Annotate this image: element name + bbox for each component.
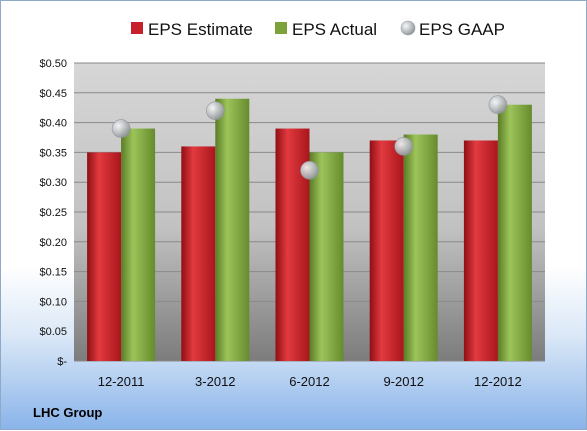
gaap-marker	[488, 95, 508, 115]
gaap-marker	[394, 137, 414, 156]
legend-swatch-eps-estimate	[131, 22, 143, 34]
legend-swatch-eps-actual	[275, 22, 287, 34]
bar-eps-estimate	[87, 152, 122, 361]
y-tick-label: $0.10	[39, 296, 67, 308]
bar-eps-estimate	[463, 140, 498, 361]
bar-eps-estimate	[369, 140, 404, 361]
x-category-label: 12-2011	[98, 374, 145, 389]
bar-eps-estimate	[181, 146, 216, 361]
gaap-marker	[111, 119, 131, 138]
x-category-label: 12-2012	[474, 374, 522, 389]
legend-label-eps-actual: EPS Actual	[292, 20, 377, 39]
legend-label-eps-gaap: EPS GAAP	[419, 20, 505, 39]
legend-label-eps-estimate: EPS Estimate	[148, 20, 253, 39]
x-category-label: 3-2012	[195, 374, 235, 389]
bar-eps-actual	[403, 134, 438, 361]
legend: EPS Estimate EPS Actual EPS GAAP	[131, 20, 505, 39]
x-category-label: 6-2012	[289, 374, 329, 389]
y-tick-label: $0.20	[39, 237, 67, 249]
y-tick-label: $0.50	[39, 58, 67, 70]
y-tick-label: $0.45	[39, 88, 67, 100]
x-axis-categories: 12-2011 3-2012 6-2012 9-2012 12-2012	[98, 374, 522, 389]
bar-eps-actual	[121, 128, 156, 361]
legend-swatch-eps-gaap	[400, 20, 416, 36]
gaap-markers	[111, 95, 508, 180]
y-tick-label: $0.35	[39, 147, 67, 159]
y-tick-label: $0.40	[39, 118, 67, 130]
y-tick-label: $0.15	[39, 267, 67, 279]
company-label: LHC Group	[33, 405, 102, 420]
gaap-marker	[206, 101, 225, 120]
y-tick-label: $0.05	[39, 326, 67, 338]
y-tick-label: $0.25	[39, 207, 67, 219]
y-tick-label: $0.30	[39, 177, 67, 189]
bar-eps-actual	[215, 98, 250, 361]
bar-eps-actual	[497, 104, 532, 361]
gaap-marker	[300, 160, 319, 180]
y-axis-ticks: $- $0.05 $0.10 $0.15 $0.20 $0.25 $0.30 $0.35 $0.…	[39, 58, 67, 368]
bars	[87, 98, 532, 361]
y-tick-label: $-	[57, 356, 67, 368]
bar-eps-actual	[309, 152, 344, 361]
x-category-label: 9-2012	[383, 374, 423, 389]
